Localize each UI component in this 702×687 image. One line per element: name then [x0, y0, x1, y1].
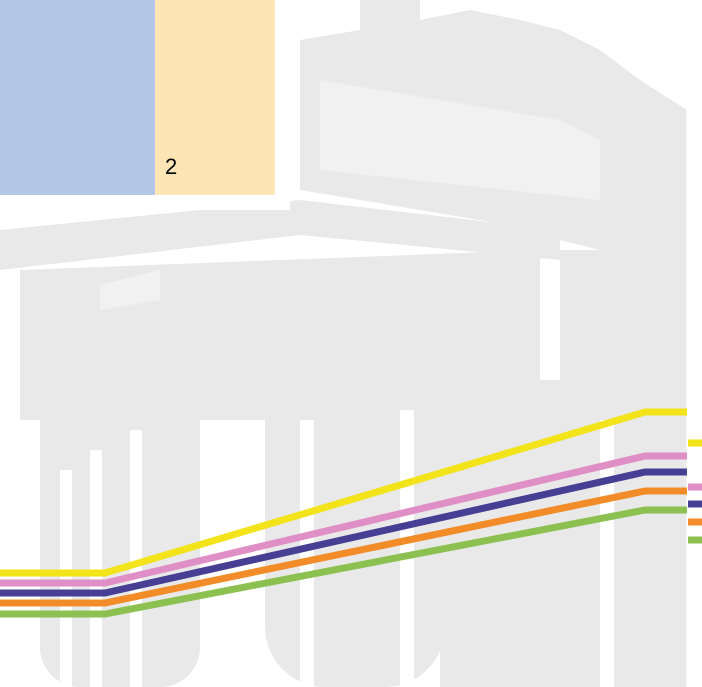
tile-number: 2 — [165, 154, 177, 179]
routes — [0, 408, 702, 618]
pink-route — [0, 452, 687, 587]
yellow-route — [0, 408, 687, 577]
blue-tile — [0, 0, 155, 195]
orange-route — [0, 487, 687, 607]
green-route — [0, 506, 687, 618]
yellow-tile — [155, 0, 275, 195]
tile-panel: 2 — [0, 0, 290, 210]
navy-route — [0, 468, 687, 597]
